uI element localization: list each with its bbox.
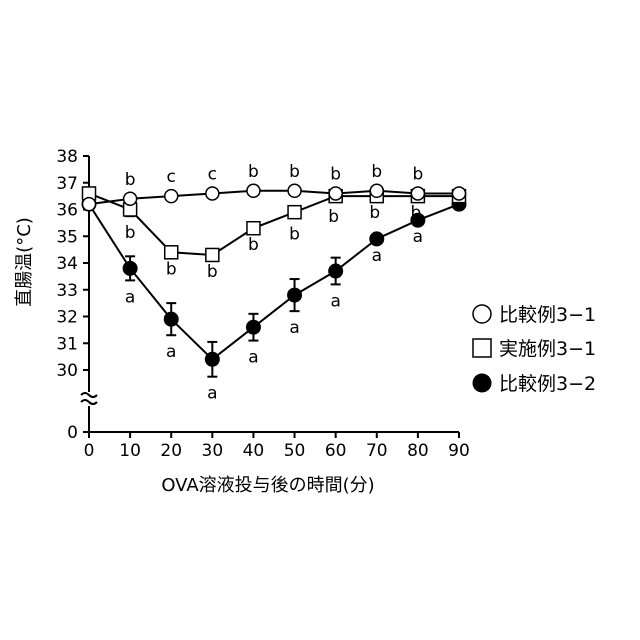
- x-tick-label: 90: [448, 441, 470, 461]
- y-tick-label: 36: [56, 201, 78, 221]
- significance-label: a: [330, 291, 340, 311]
- significance-label: a: [166, 342, 176, 362]
- x-tick-label: 60: [325, 441, 347, 461]
- series-3-point: [288, 288, 302, 302]
- series-line-2: [89, 193, 459, 255]
- significance-label: b: [412, 164, 423, 184]
- y-tick-label: 32: [56, 308, 78, 328]
- legend-marker-open-square: [473, 339, 491, 357]
- legend-entry-label: 比較例3−1: [499, 304, 596, 326]
- significance-label: b: [125, 170, 136, 190]
- axis-break-mark-upper: [81, 393, 97, 397]
- significance-label: b: [369, 203, 380, 223]
- series-1-point: [453, 187, 466, 200]
- series-3-point: [123, 261, 137, 275]
- significance-label: b: [166, 259, 177, 279]
- significance-label: a: [413, 227, 423, 247]
- significance-label: b: [330, 164, 341, 184]
- significance-label: b: [328, 207, 339, 227]
- y-tick-label-zero: 0: [67, 423, 78, 443]
- series-1-point: [370, 184, 383, 197]
- significance-label: a: [207, 384, 217, 404]
- axis-break-mark-lower: [81, 400, 97, 404]
- series-1-point: [411, 187, 424, 200]
- x-tick-label: 50: [284, 441, 306, 461]
- series-2-point: [247, 222, 260, 235]
- y-tick-label: 38: [56, 147, 78, 167]
- series-3-point: [246, 320, 260, 334]
- significance-label: b: [289, 162, 300, 182]
- y-tick-label: 35: [56, 227, 78, 247]
- series-layer: [82, 184, 466, 376]
- series-3-point: [164, 312, 178, 326]
- significance-label: b: [289, 225, 300, 245]
- series-1-point: [124, 192, 137, 205]
- significance-label: c: [208, 164, 217, 184]
- legend-entry-label: 実施例3−1: [499, 338, 596, 360]
- y-tick-label: 31: [56, 334, 78, 354]
- y-tick-label: 34: [56, 254, 78, 274]
- significance-label: c: [167, 167, 176, 187]
- x-tick-label: 10: [119, 441, 141, 461]
- legend-entry-label: 比較例3−2: [499, 373, 596, 395]
- legend-marker-open-circle: [473, 305, 491, 323]
- series-3-point: [205, 352, 219, 366]
- significance-label: b: [207, 262, 218, 282]
- series-line-1: [89, 191, 459, 204]
- x-tick-label: 30: [202, 441, 224, 461]
- series-2-point: [288, 206, 301, 219]
- y-tick-label: 33: [56, 281, 78, 301]
- x-axis-title: OVA溶液投与後の時間(分): [161, 475, 374, 496]
- significance-label: a: [248, 348, 258, 368]
- series-3-point: [329, 264, 343, 278]
- legend: 比較例3−1 実施例3−1 比較例3−2: [473, 304, 597, 395]
- significance-label: a: [125, 287, 135, 307]
- significance-label: b: [125, 223, 136, 243]
- x-tick-label: 80: [407, 441, 429, 461]
- significance-label: b: [248, 235, 259, 255]
- y-tick-label: 30: [56, 361, 78, 381]
- significance-label: b: [248, 162, 259, 182]
- series-1-point: [83, 198, 96, 211]
- legend-marker-filled-circle: [473, 374, 492, 393]
- series-1-point: [206, 187, 219, 200]
- y-axis-title: 直腸温(°C): [14, 217, 35, 307]
- x-tick-label: 70: [366, 441, 388, 461]
- x-tick-label: 40: [243, 441, 265, 461]
- significance-label: a: [289, 318, 299, 338]
- series-1-point: [247, 184, 260, 197]
- x-tick-label: 20: [160, 441, 182, 461]
- series-2-point: [165, 246, 178, 259]
- series-1-point: [329, 187, 342, 200]
- axes: 30 31 32 33 34 35 36 37 38 00 10 20 30 40 50 60 70 80 90: [56, 147, 469, 461]
- y-tick-label: 37: [56, 174, 78, 194]
- x-tick-label: 0: [84, 441, 95, 461]
- series-1-point: [165, 190, 178, 203]
- series-line-3: [89, 204, 459, 359]
- series-3-point: [370, 232, 384, 246]
- series-2-point: [206, 248, 219, 261]
- significance-label: a: [372, 246, 382, 266]
- significance-label: b: [410, 203, 421, 223]
- series-1-point: [288, 184, 301, 197]
- significance-label: b: [371, 162, 382, 182]
